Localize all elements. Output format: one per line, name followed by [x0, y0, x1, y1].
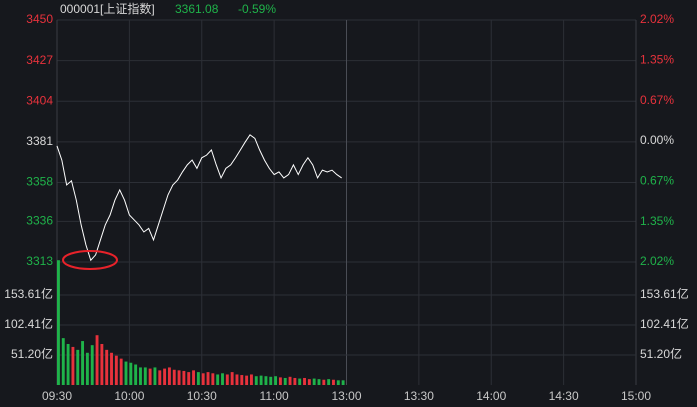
volume-bar [110, 352, 113, 385]
volume-bar [129, 362, 133, 385]
volume-bar [259, 375, 263, 385]
volume-bar [312, 378, 316, 385]
volume-bar [134, 364, 138, 385]
y2-tick-label: 102.41亿 [640, 316, 689, 331]
y-tick-label: 3404 [26, 93, 53, 107]
x-tick-label: 15:00 [621, 389, 651, 403]
volume-bar [61, 338, 65, 385]
volume-bar [66, 343, 70, 385]
volume-bar [254, 376, 258, 385]
volume-bar [201, 373, 205, 385]
x-tick-label: 14:00 [476, 389, 506, 403]
volume-bar [327, 379, 331, 385]
y-tick-label: 102.41亿 [4, 316, 53, 331]
volume-bar [158, 370, 162, 385]
y-tick-label: 3313 [26, 254, 53, 268]
volume-bar [167, 367, 171, 385]
volume-bar [172, 369, 176, 385]
volume-bar [76, 349, 80, 385]
volume-bar [250, 374, 253, 385]
volume-bar [143, 367, 147, 385]
volume-bar [71, 346, 75, 385]
y-tick-label: 153.61亿 [4, 286, 53, 301]
index-code: 000001[上证指数] [60, 1, 155, 16]
x-tick-label: 10:30 [187, 389, 217, 403]
volume-bar [177, 370, 181, 385]
volume-bar [269, 376, 273, 385]
volume-bar [216, 374, 220, 385]
y-tick-label: 3336 [26, 214, 53, 228]
volume-bar [105, 349, 109, 385]
y-tick-label: 3381 [26, 134, 53, 148]
y2-tick-label: 0.67% [640, 173, 674, 187]
x-tick-label: 14:30 [549, 389, 579, 403]
volume-bar [221, 373, 224, 385]
y-tick-label: 3427 [26, 53, 53, 67]
x-tick-label: 10:00 [114, 389, 144, 403]
volume-bar [303, 377, 306, 385]
volume-bar [100, 343, 104, 385]
volume-bar [336, 380, 340, 385]
y-tick-label: 3358 [26, 175, 53, 189]
volume-bar [317, 379, 321, 385]
y-tick-label: 3450 [26, 12, 53, 26]
x-tick-label: 13:30 [404, 389, 434, 403]
volume-bar [322, 379, 326, 385]
y-tick-label: 51.20亿 [11, 346, 53, 361]
volume-bar [192, 370, 195, 385]
volume-bar [225, 374, 229, 385]
volume-bar [163, 368, 167, 385]
y2-tick-label: 2.02% [640, 12, 674, 26]
volume-bar [288, 376, 292, 385]
volume-bar [90, 345, 94, 385]
highlight-ellipse [62, 250, 118, 270]
volume-bar [235, 374, 239, 385]
volume-bar [298, 378, 302, 385]
volume-bar [95, 335, 99, 385]
volume-bar [341, 380, 345, 385]
volume-bar [293, 377, 297, 385]
price-line [56, 134, 342, 262]
y2-tick-label: 153.61亿 [640, 286, 689, 301]
x-tick-label: 11:00 [260, 389, 289, 403]
volume-bar [332, 379, 335, 385]
volume-bar [57, 260, 60, 385]
volume-bar [206, 372, 210, 385]
y2-tick-label: 51.20亿 [640, 346, 682, 361]
volume-bar [148, 368, 152, 385]
marks [56, 134, 345, 385]
index-change: -0.59% [238, 2, 276, 16]
volume-bar [114, 355, 118, 385]
volume-bar [264, 376, 268, 385]
volume-bar [124, 361, 128, 385]
y2-tick-label: 1.35% [640, 214, 674, 228]
volume-bar [85, 352, 89, 385]
volume-bar [274, 376, 278, 385]
volume-bar [153, 367, 157, 385]
x-tick-label: 13:00 [331, 389, 361, 403]
y2-tick-label: 0.67% [640, 93, 674, 107]
volume-bar [119, 358, 123, 385]
volume-bar [139, 367, 142, 385]
volume-bar [211, 373, 215, 385]
volume-bar [196, 372, 200, 385]
volume-bar [230, 372, 234, 385]
y2-tick-label: 1.35% [640, 52, 674, 66]
volume-bar [278, 377, 282, 385]
volume-bar [240, 375, 244, 385]
volume-bar [283, 377, 287, 385]
index-price: 3361.08 [175, 2, 219, 16]
y2-tick-label: 2.02% [640, 254, 674, 268]
volume-bar [307, 379, 311, 385]
volume-bar [182, 370, 186, 385]
volume-bar [81, 341, 85, 385]
volume-bar [245, 375, 249, 385]
grid [56, 19, 637, 385]
volume-bar [187, 372, 191, 385]
x-tick-label: 09:30 [42, 389, 72, 403]
y2-tick-label: 0.00% [640, 133, 674, 147]
